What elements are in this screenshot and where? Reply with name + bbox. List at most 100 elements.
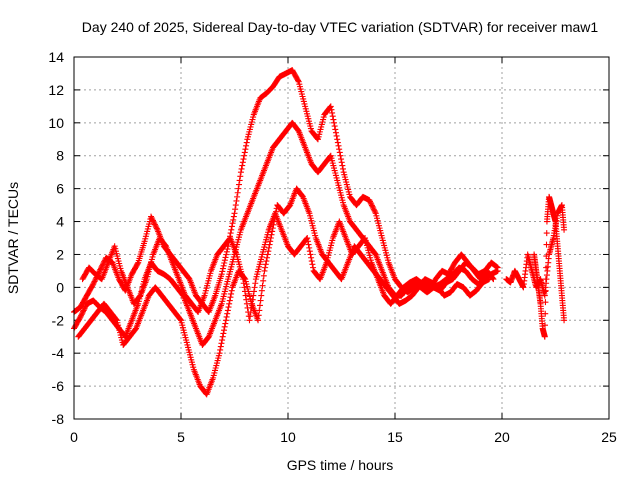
point-track-6-14-0 [561, 226, 568, 233]
point-track-3-28-4 [257, 297, 264, 304]
point-track-1-25-5 [234, 189, 241, 196]
point-track-3-15-9 [177, 316, 184, 323]
point-track-3-28-8 [260, 277, 267, 284]
point-track-1-4-0 [96, 267, 103, 274]
point-track-3-29-2 [262, 261, 269, 268]
point-track-3-23-9 [228, 287, 235, 294]
point-track-1-40-4 [330, 116, 337, 123]
point-track-1-23-9 [224, 246, 231, 253]
point-track-1-46-3 [368, 201, 375, 208]
y-tick-label-0: -8 [52, 411, 65, 427]
y-tick-label-5: 2 [56, 246, 64, 262]
point-track-1-41-5 [337, 152, 344, 159]
point-track-1-12-2 [149, 216, 156, 223]
point-track-2-1-3 [79, 310, 86, 317]
point-track-4-63-9 [489, 275, 496, 282]
y-tick-label-4: 0 [56, 279, 64, 295]
point-track-1-26-8 [243, 142, 250, 149]
point-track-1-40-7 [332, 126, 339, 133]
point-track-1-24-8 [230, 216, 237, 223]
point-track-1-46-8 [371, 207, 378, 214]
point-track-4-26-0 [246, 317, 253, 324]
y-tick-label-2: -4 [52, 345, 65, 361]
point-track-1-23-5 [221, 257, 228, 264]
point-track-1-3-0 [90, 281, 97, 288]
point-track-3-28-7 [259, 282, 266, 289]
point-track-3-23-6 [226, 297, 233, 304]
point-track-3-30-2 [269, 228, 276, 235]
point-track-1-23-0 [218, 271, 225, 278]
grid [74, 57, 609, 419]
point-track-4-35-0 [304, 235, 311, 241]
point-track-1-12-5 [151, 220, 158, 227]
point-track-1-46-2 [367, 199, 374, 206]
point-track-3-22-6 [220, 330, 227, 337]
point-track-3-22-7 [221, 327, 228, 334]
point-track-5-5-0 [541, 333, 548, 340]
axis-ticks: 0 5 10 15 20 25 -8 -6 -4 -2 0 2 4 6 8 10 12 14 [48, 49, 617, 445]
point-track-3-29-4 [264, 254, 271, 261]
point-track-5-5-9 [543, 230, 550, 237]
point-track-4-25-3 [241, 288, 248, 295]
point-track-5-5-3 [542, 299, 549, 306]
x-axis-label: GPS time / hours [287, 457, 394, 473]
point-track-4-35-5 [307, 251, 314, 258]
point-track-5-14-0 [561, 317, 568, 324]
point-track-1-12-0 [148, 213, 155, 220]
point-track-1-40-2 [329, 109, 336, 116]
point-track-1-23-1 [219, 268, 226, 275]
point-track-4-35-4 [306, 248, 313, 255]
point-track-1-24-5 [228, 226, 235, 233]
y-tick-label-10: 12 [48, 82, 64, 98]
point-track-4-35-9 [310, 264, 317, 271]
series-track-4 [79, 210, 497, 324]
point-track-3-22-9 [222, 320, 229, 327]
point-track-1-26-5 [241, 152, 248, 159]
point-track-1-40-6 [331, 123, 338, 130]
point-track-1-23-8 [223, 248, 230, 255]
point-track-4-25-2 [241, 284, 248, 291]
point-track-4-26-9 [252, 280, 259, 287]
point-track-1-41-6 [338, 156, 345, 163]
point-track-1-46-7 [370, 206, 377, 213]
point-track-1-26-7 [242, 146, 249, 153]
point-track-3-29-5 [264, 251, 271, 258]
point-track-5-5-2 [542, 310, 549, 317]
point-track-1-24-9 [230, 213, 237, 220]
point-track-1-40-9 [333, 132, 340, 139]
point-track-1-23-6 [222, 254, 229, 261]
point-track-1-40-0 [327, 103, 334, 110]
x-tick-label-4: 20 [494, 429, 510, 445]
point-track-3-22-1 [217, 346, 224, 353]
point-track-3-22-3 [218, 340, 225, 347]
series-track-5 [531, 193, 568, 340]
point-track-1-3-3 [92, 277, 99, 284]
point-track-1-25-8 [236, 177, 243, 184]
point-track-4-26-7 [250, 288, 257, 295]
point-track-1-41-4 [336, 149, 343, 156]
data-points [71, 67, 568, 398]
point-track-1-46-5 [369, 203, 376, 210]
point-track-1-25-4 [234, 193, 241, 200]
point-track-1-40-8 [332, 129, 339, 136]
y-tick-label-11: 14 [48, 49, 64, 65]
point-track-3-5-9 [113, 316, 120, 323]
point-track-3-29-9 [267, 238, 274, 245]
y-tick-label-7: 6 [56, 181, 64, 197]
point-track-1-24-6 [228, 223, 235, 230]
point-track-2-1-2 [78, 311, 85, 318]
point-track-1-34-9 [295, 77, 302, 84]
point-track-1-41-7 [338, 159, 345, 166]
point-track-3-23-0 [222, 317, 229, 324]
point-track-2-1-0 [77, 313, 84, 320]
point-track-3-22-8 [221, 323, 228, 330]
x-tick-label-3: 15 [387, 429, 403, 445]
point-track-3-23-4 [225, 304, 232, 311]
point-track-1-4-3 [98, 263, 105, 270]
point-track-1-12-1 [148, 214, 155, 221]
point-track-3-23-8 [228, 290, 235, 297]
point-track-2-1-6 [81, 306, 88, 313]
point-track-3-22-5 [219, 333, 226, 340]
point-track-3-28-5 [258, 292, 265, 299]
